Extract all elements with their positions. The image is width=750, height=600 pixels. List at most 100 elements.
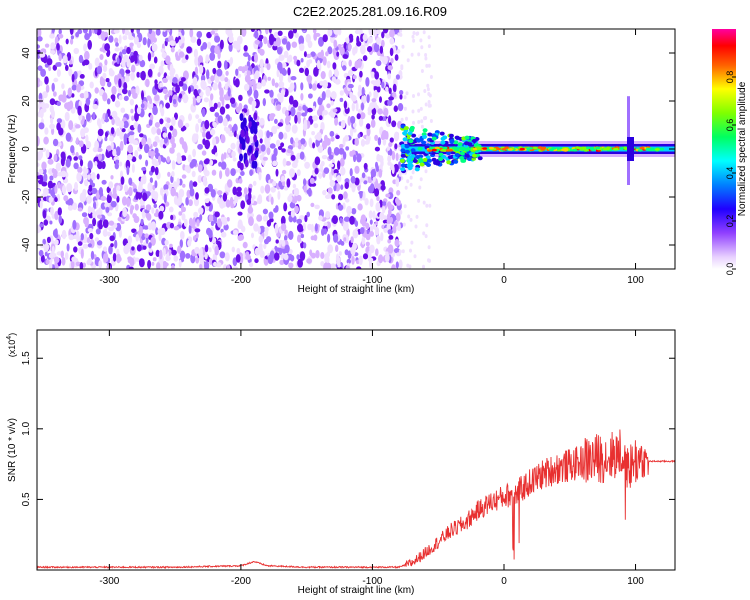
heatmap-cell bbox=[90, 250, 95, 260]
heatmap-cell bbox=[312, 142, 316, 149]
heatmap-cell bbox=[242, 241, 248, 249]
heatmap-cell bbox=[248, 80, 254, 86]
heatmap-cell bbox=[160, 60, 165, 67]
heatmap-cell bbox=[94, 57, 100, 67]
heatmap-cell bbox=[264, 184, 271, 194]
heatmap-cell bbox=[197, 118, 202, 124]
heatmap-cell bbox=[394, 143, 398, 150]
heatmap-cell bbox=[325, 211, 331, 219]
heatmap-cell bbox=[362, 55, 368, 62]
heatmap-cell bbox=[199, 264, 203, 269]
heatmap-cell bbox=[151, 207, 155, 214]
heatmap-cell bbox=[441, 148, 447, 152]
heatmap-cell bbox=[340, 241, 345, 246]
heatmap-cell bbox=[204, 244, 209, 253]
heatmap-cell bbox=[359, 227, 365, 235]
heatmap-cell bbox=[322, 109, 328, 116]
heatmap-cell bbox=[147, 68, 153, 78]
heatmap-cell bbox=[289, 82, 295, 91]
heatmap-cell bbox=[419, 106, 423, 111]
heatmap-cell bbox=[208, 98, 213, 109]
heatmap-cell bbox=[318, 115, 323, 121]
heatmap-cell bbox=[429, 119, 433, 123]
heatmap-cell bbox=[141, 137, 147, 146]
heatmap-cell bbox=[304, 67, 309, 77]
heatmap-cell bbox=[386, 146, 391, 151]
heatmap-cell bbox=[381, 81, 385, 89]
heatmap-cell bbox=[211, 169, 217, 176]
heatmap-cell bbox=[249, 169, 254, 177]
heatmap-cell bbox=[258, 171, 262, 181]
colorbar-tick-label: 0.4 bbox=[725, 167, 735, 180]
heatmap-cell bbox=[284, 244, 290, 254]
heatmap-cell bbox=[350, 236, 354, 244]
heatmap-cell bbox=[87, 39, 92, 50]
heatmap-cell bbox=[162, 248, 166, 257]
heatmap-cell bbox=[403, 95, 407, 100]
heatmap-cell bbox=[375, 221, 379, 226]
heatmap-cell bbox=[350, 115, 356, 124]
heatmap-cell bbox=[269, 89, 274, 98]
heatmap-cell bbox=[358, 84, 362, 93]
heatmap-cell bbox=[412, 31, 416, 35]
heatmap-cell bbox=[397, 103, 404, 112]
heatmap-cell bbox=[410, 240, 414, 245]
heatmap-cell bbox=[188, 217, 193, 226]
heatmap-cell bbox=[235, 254, 241, 263]
heatmap-cell bbox=[152, 257, 157, 262]
heatmap-cell bbox=[320, 160, 325, 167]
heatmap-cell bbox=[102, 229, 108, 237]
heatmap-cell bbox=[387, 99, 393, 107]
heatmap-cell bbox=[375, 60, 382, 67]
heatmap-cell bbox=[377, 201, 381, 211]
heatmap-cell bbox=[381, 31, 385, 39]
heatmap-cell bbox=[389, 137, 394, 143]
heatmap-cell bbox=[166, 156, 171, 163]
heatmap-cell bbox=[58, 33, 64, 39]
heatmap-cell bbox=[52, 138, 59, 147]
heatmap-cell bbox=[426, 87, 430, 92]
heatmap-cell bbox=[292, 99, 299, 108]
heatmap-cell bbox=[459, 156, 465, 160]
heatmap-cell bbox=[338, 147, 345, 155]
heatmap-cell bbox=[399, 90, 404, 95]
heatmap-cell bbox=[48, 196, 54, 203]
heatmap-cell bbox=[394, 54, 399, 61]
heatmap-cell bbox=[146, 191, 151, 197]
heatmap-cell bbox=[280, 223, 287, 232]
heatmap-cell bbox=[60, 170, 67, 178]
heatmap-cell bbox=[355, 101, 359, 112]
heatmap-cell bbox=[396, 213, 401, 221]
heatmap-cell bbox=[78, 155, 83, 161]
heatmap-cell bbox=[132, 92, 138, 99]
heatmap-cell bbox=[189, 180, 194, 191]
heatmap-cell bbox=[276, 104, 281, 111]
heatmap-cell bbox=[146, 137, 152, 147]
heatmap-cell bbox=[142, 192, 148, 202]
heatmap-cell bbox=[223, 60, 228, 70]
heatmap-cell bbox=[212, 67, 217, 75]
heatmap-cell bbox=[654, 148, 660, 151]
heatmap-cell bbox=[254, 53, 258, 63]
heatmap-cell bbox=[411, 34, 415, 39]
heatmap-cell bbox=[370, 71, 375, 79]
heatmap-cell bbox=[193, 211, 199, 218]
heatmap-cell bbox=[171, 249, 177, 256]
heatmap-cell bbox=[196, 38, 202, 46]
heatmap-xlabel: Height of straight line (km) bbox=[298, 284, 415, 295]
heatmap-cell bbox=[440, 140, 446, 145]
heatmap-cell bbox=[402, 131, 408, 136]
heatmap-cell bbox=[147, 182, 153, 192]
heatmap-cell bbox=[170, 46, 175, 53]
heatmap-cell bbox=[277, 145, 283, 151]
heatmap-cell bbox=[294, 205, 299, 214]
heatmap-cell bbox=[131, 163, 135, 173]
heatmap-cell bbox=[163, 193, 167, 204]
heatmap-cell bbox=[222, 117, 228, 127]
snr-ytick-label: 1.5 bbox=[21, 351, 32, 365]
heatmap-cell bbox=[150, 236, 156, 246]
heatmap-cell bbox=[123, 135, 128, 146]
heatmap-cell bbox=[145, 204, 152, 211]
heatmap-cell bbox=[190, 36, 197, 43]
heatmap-cell bbox=[283, 253, 289, 261]
